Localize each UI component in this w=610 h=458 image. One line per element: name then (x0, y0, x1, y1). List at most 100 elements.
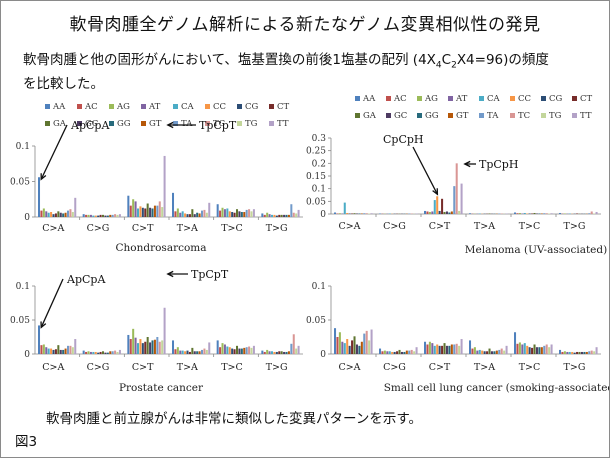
bar-c-t-aa (424, 210, 427, 214)
bar-t-a-ga (488, 213, 491, 214)
bar-t-g-gc (283, 214, 286, 217)
bar-t-c-at (223, 209, 226, 217)
bar-t-a-ca (181, 350, 184, 354)
x-tick-label-c-g: C>G (383, 362, 406, 373)
legend: AA AC AG AT CA CC CG CT GA GC GG GT TA TC TG TT (355, 94, 593, 121)
legend-label-ta: TA (487, 111, 499, 121)
bar-t-c-tt (252, 209, 255, 217)
bar-c-a-tg (71, 347, 74, 354)
bar-t-a-aa (172, 192, 175, 217)
bar-c-g-tg (413, 351, 416, 354)
y-tick-label: 0 (24, 213, 30, 223)
bar-t-a-ct (486, 351, 489, 354)
x-tick-label-t-c: T>C (519, 221, 541, 232)
x-tick-label-c-a: C>A (42, 362, 64, 373)
bar-c-t-tg (458, 210, 461, 214)
bar-c-t-cc (139, 339, 142, 354)
bar-c-t-ta (156, 205, 159, 217)
legend-label-aa: AA (52, 102, 66, 112)
legend-label-gc: GC (85, 119, 98, 129)
bar-t-c-ga (533, 344, 536, 354)
bar-t-g-aa (261, 350, 264, 354)
legend-swatch-gg (109, 121, 114, 126)
legend-label-ca: CA (487, 94, 501, 104)
bar-t-g-tt (297, 209, 300, 217)
bar-t-a-gt (495, 350, 498, 354)
bar-t-c-ag (221, 343, 224, 354)
bar-t-a-cg (483, 351, 486, 354)
bar-c-a-ga (353, 336, 356, 354)
bar-t-g-ac (263, 214, 266, 217)
bar-c-a-tc (365, 213, 368, 214)
bar-t-a-ca (478, 349, 481, 354)
bar-t-c-ta (245, 347, 248, 354)
legend-swatch-cg (237, 104, 242, 109)
bar-c-a-gt (64, 348, 67, 354)
bar-c-a-gt (64, 212, 67, 217)
legend-swatch-cc (205, 104, 210, 109)
bar-t-g-gg (285, 214, 288, 217)
bar-t-c-cg (528, 213, 531, 214)
bar-c-g-ct (99, 214, 102, 217)
annotation-apcpa: ApCpA (66, 273, 106, 286)
legend-swatch-cg (541, 96, 546, 101)
bar-c-g-aa (82, 214, 85, 217)
legend-swatch-tc (205, 121, 210, 126)
bar-t-c-gg (240, 348, 243, 354)
bar-t-c-tt (550, 213, 553, 214)
bar-t-c-tg (548, 213, 551, 214)
bar-c-t-ga (146, 203, 149, 217)
bar-t-c-ct (531, 213, 534, 214)
legend-label-gt: GT (456, 111, 469, 121)
subtitle-sub-2: 2 (451, 60, 457, 71)
bar-c-g-aa (82, 350, 85, 354)
legend-label-ac: AC (84, 102, 98, 112)
bar-t-g-gc (283, 351, 286, 354)
bar-t-c-tc (248, 209, 251, 217)
bar-t-g-ac (263, 351, 266, 354)
bar-c-a-tt (74, 339, 77, 354)
bar-t-a-tg (205, 212, 208, 217)
legend-label-ag: AG (116, 102, 130, 112)
bar-c-g-ac (85, 214, 88, 217)
bar-c-t-ca (137, 343, 140, 354)
legend-swatch-aa (355, 96, 360, 101)
bar-c-g-ca (388, 351, 391, 354)
bar-t-a-tc (500, 213, 503, 214)
y-tick-label: 0.05 (306, 316, 326, 326)
bar-c-g-cg (97, 352, 100, 354)
legend-swatch-ga (45, 121, 50, 126)
bar-c-t-tg (161, 340, 164, 354)
bar-c-a-at (45, 211, 48, 217)
bar-c-a-ac (40, 345, 43, 354)
y-tick-label: 0 (320, 210, 326, 220)
bar-c-a-cc (50, 348, 53, 354)
bar-c-a-tc (69, 209, 72, 217)
bar-c-t-cc (139, 206, 142, 217)
bar-c-t-gt (450, 211, 453, 214)
bar-c-t-gg (448, 212, 451, 214)
bar-t-g-ga (280, 214, 283, 217)
bar-c-t-aa (127, 334, 130, 354)
bar-t-c-ac (516, 213, 519, 214)
bar-c-t-tc (455, 163, 458, 214)
bar-c-t-ca (137, 208, 140, 217)
bar-c-t-ac (426, 211, 429, 214)
bar-t-g-cc (571, 351, 574, 354)
bar-c-a-aa (334, 212, 337, 214)
legend-swatch-tt (269, 121, 274, 126)
legend-swatch-ac (77, 104, 82, 109)
x-tick-label-t-g: T>G (266, 362, 288, 373)
bar-c-a-ac (336, 337, 339, 354)
footer-conclusion: 軟骨肉腫と前立腺がんは非常に類似した変異パターンを示す。 (46, 411, 422, 427)
bar-c-g-tc (410, 349, 413, 354)
bar-t-c-ta (543, 345, 546, 354)
bar-c-t-ca (433, 200, 436, 214)
bar-c-t-ac (426, 344, 429, 354)
x-tick-label-t-g: T>G (564, 221, 586, 232)
x-tick-label-t-a: T>A (177, 223, 198, 234)
legend-label-cc: CC (213, 102, 226, 112)
bar-c-a-gc (59, 212, 62, 217)
legend-label-gg: GG (425, 111, 439, 121)
bar-c-t-tt (460, 339, 463, 354)
